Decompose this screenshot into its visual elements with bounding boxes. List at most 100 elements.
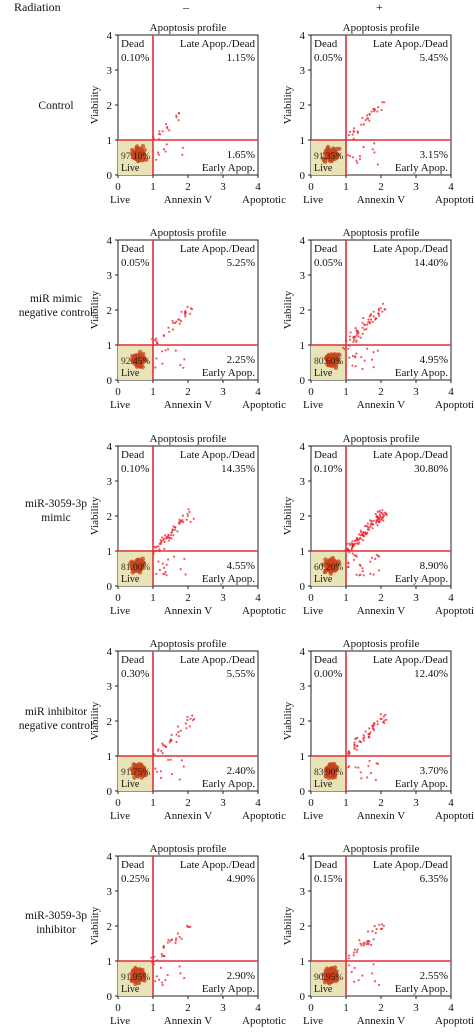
data-point <box>363 359 366 362</box>
dead-quadrant-label: Dead <box>314 859 338 871</box>
y-tick-label: 3 <box>300 886 306 898</box>
data-point <box>162 566 166 570</box>
data-point <box>156 749 159 752</box>
data-point <box>355 573 358 576</box>
y-tick-label: 2 <box>300 100 306 112</box>
data-point <box>374 108 377 111</box>
late-apop-quadrant-label: Late Apop./Dead <box>180 449 256 461</box>
data-point <box>155 770 159 773</box>
x-axis-apoptotic-label: Apoptotic <box>435 194 474 206</box>
x-tick-label: 1 <box>343 1002 349 1014</box>
y-tick-label: 3 <box>300 476 306 488</box>
data-point <box>376 163 379 166</box>
data-point <box>352 954 355 957</box>
radiation-plus-label: + <box>376 0 383 14</box>
x-axis-label: Annexin V <box>164 605 212 617</box>
live-quadrant-label: Live <box>314 163 333 174</box>
data-point <box>327 771 332 776</box>
late-apop-quadrant-label: Late Apop./Dead <box>180 38 256 50</box>
apoptosis-panel: Apoptosis profile 0 1 2 3 4 0 1 2 3 4 Annexin V Live… <box>89 227 286 411</box>
live-percent: 91.35% <box>314 152 343 162</box>
data-point <box>362 123 365 126</box>
dead-percent: 0.30% <box>121 668 149 680</box>
data-point <box>362 146 365 149</box>
data-point <box>358 574 361 577</box>
data-point <box>154 980 157 983</box>
early-apop-quadrant-label: Early Apop. <box>395 162 448 174</box>
data-point <box>357 542 360 546</box>
x-axis-apoptotic-label: Apoptotic <box>242 399 286 411</box>
data-point <box>174 321 177 325</box>
y-tick-label: 1 <box>300 956 306 968</box>
data-point <box>177 735 180 738</box>
data-point <box>361 332 364 335</box>
data-point <box>368 727 371 730</box>
data-point <box>179 972 182 975</box>
data-point <box>159 966 162 970</box>
y-axis-label: Viability <box>89 496 101 535</box>
data-point <box>366 323 369 326</box>
row-label-line: miR inhibitor <box>24 706 88 718</box>
data-point <box>161 981 164 984</box>
data-point <box>372 963 375 966</box>
data-point <box>175 937 178 940</box>
x-tick-label: 3 <box>220 797 226 809</box>
data-point <box>184 573 187 576</box>
row-label-line: negative control <box>18 307 94 319</box>
x-tick-label: 3 <box>220 386 226 398</box>
x-tick-label: 3 <box>220 181 226 193</box>
x-axis-apoptotic-label: Apoptotic <box>435 399 474 411</box>
x-tick-label: 3 <box>413 592 419 604</box>
data-point <box>170 938 173 941</box>
x-tick-label: 4 <box>448 386 454 398</box>
data-point <box>137 364 143 369</box>
data-point <box>377 983 380 987</box>
x-axis-live-label: Live <box>303 399 323 411</box>
y-tick-label: 0 <box>107 170 113 182</box>
data-point <box>186 715 189 719</box>
panel-title: Apoptosis profile <box>343 22 420 34</box>
data-point <box>167 938 170 941</box>
data-point <box>154 366 157 369</box>
data-point <box>128 766 134 771</box>
data-point <box>369 560 372 563</box>
data-point <box>383 721 386 725</box>
data-point <box>348 335 351 338</box>
data-point <box>361 367 364 371</box>
data-point <box>167 558 170 561</box>
data-point <box>168 129 171 132</box>
data-point <box>174 941 177 945</box>
data-point <box>376 349 379 352</box>
data-point <box>193 717 196 721</box>
data-point <box>173 555 176 558</box>
dead-percent: 0.25% <box>121 873 149 885</box>
data-point <box>171 319 174 322</box>
dead-percent: 0.15% <box>314 873 342 885</box>
y-tick-label: 1 <box>107 135 113 147</box>
data-point <box>353 355 357 358</box>
late-apop-percent: 14.40% <box>414 257 448 269</box>
data-point <box>347 562 350 565</box>
data-point <box>357 335 360 338</box>
data-point <box>136 151 141 156</box>
row-label: miR-3059-3p mimic <box>6 497 106 525</box>
x-tick-label: 3 <box>220 1002 226 1014</box>
apoptosis-panel: Apoptosis profile 0 1 2 3 4 0 1 2 3 4 Annexin V Live… <box>282 433 474 617</box>
data-point <box>348 356 351 359</box>
data-point <box>172 525 175 528</box>
late-apop-quadrant-label: Late Apop./Dead <box>373 449 449 461</box>
data-point <box>330 364 335 369</box>
data-point <box>357 979 360 982</box>
data-point <box>382 519 385 522</box>
data-point <box>181 153 184 156</box>
x-tick-label: 0 <box>308 386 314 398</box>
x-axis-apoptotic-label: Apoptotic <box>242 194 286 206</box>
data-point <box>371 930 374 933</box>
data-point <box>168 536 171 539</box>
x-tick-label: 0 <box>308 1002 314 1014</box>
data-point <box>163 547 166 551</box>
x-tick-label: 1 <box>150 181 156 193</box>
data-point <box>370 523 374 526</box>
data-point <box>166 536 169 539</box>
data-point <box>381 517 384 520</box>
